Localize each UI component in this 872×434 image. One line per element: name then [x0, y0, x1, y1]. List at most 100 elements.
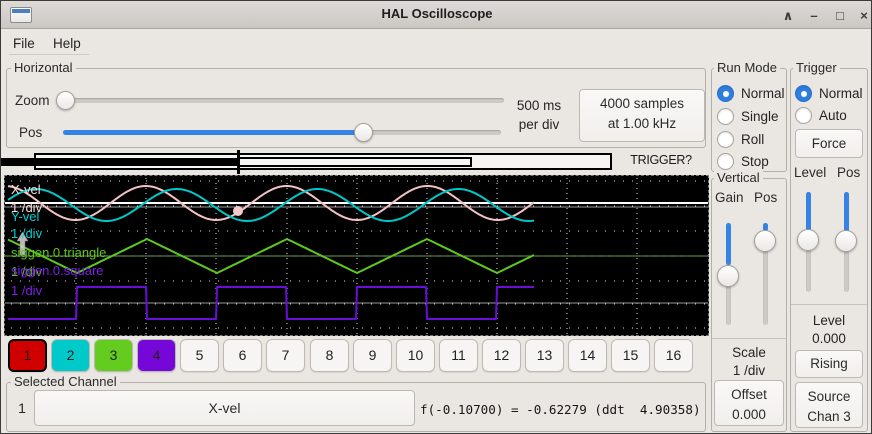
menu-divider	[9, 54, 89, 55]
channel-button-6[interactable]: 6	[223, 339, 262, 372]
radio-icon	[795, 107, 812, 124]
vertical-pos-fill	[763, 223, 768, 231]
channel-button-14[interactable]: 14	[568, 339, 607, 372]
offset-button[interactable]: Offset 0.000	[714, 380, 784, 426]
horizontal-pos-knob[interactable]	[354, 123, 373, 142]
channel-2-scale: 1 /div	[11, 226, 43, 241]
channel-button-2[interactable]: 2	[51, 339, 90, 372]
title-bar: HAL Oscilloscope ∧ – □ ×	[1, 1, 871, 29]
radio-icon	[717, 85, 734, 102]
run-mode-stop[interactable]: Stop	[717, 153, 769, 170]
trigger-source-button[interactable]: Source Chan 3	[795, 382, 863, 428]
menu-help[interactable]: Help	[53, 36, 81, 51]
trigger-title: Trigger	[793, 61, 840, 75]
channel-button-4[interactable]: 4	[137, 339, 176, 372]
trigger-level-value: 0.000	[812, 331, 846, 346]
radio-icon	[717, 131, 734, 148]
horizontal-panel	[6, 68, 706, 148]
channel-button-16[interactable]: 16	[654, 339, 693, 372]
trigger-auto[interactable]: Auto	[795, 107, 847, 124]
channel-button-8[interactable]: 8	[310, 339, 349, 372]
radio-icon	[717, 108, 734, 125]
trigger-pos-label: Pos	[837, 165, 861, 180]
run-mode-roll[interactable]: Roll	[717, 131, 764, 148]
run-mode-single[interactable]: Single	[717, 108, 779, 125]
channel-button-5[interactable]: 5	[180, 339, 219, 372]
zoom-label: Zoom	[15, 93, 50, 108]
horizontal-zoom-knob[interactable]	[56, 91, 75, 110]
channel-2-name: Y-vel	[11, 209, 40, 224]
horizontal-panel-title: Horizontal	[11, 61, 76, 75]
radio-icon	[795, 85, 812, 102]
trigger-level-caption: Level	[812, 313, 846, 328]
channel-button-9[interactable]: 9	[353, 339, 392, 372]
channel-4-scale: 1 /div	[11, 283, 43, 298]
vertical-title: Vertical	[714, 171, 763, 185]
channel-value-readout: f(-0.10700) = -0.62279 (ddt 4.90358)	[420, 402, 701, 417]
maximize-icon[interactable]: □	[836, 8, 844, 23]
channel-button-7[interactable]: 7	[266, 339, 305, 372]
trigger-position-tick	[237, 150, 240, 174]
run-mode-normal[interactable]: Normal	[717, 85, 785, 102]
close-icon[interactable]: ×	[860, 8, 868, 23]
selected-channel-name-button[interactable]: X-vel	[34, 390, 415, 426]
vertical-pos-knob[interactable]	[754, 230, 776, 252]
trigger-level-fill	[806, 192, 811, 240]
channel-button-3[interactable]: 3	[94, 339, 133, 372]
offset-value: 0.000	[732, 407, 766, 422]
trigger-normal[interactable]: Normal	[795, 85, 863, 102]
trigger-pos-knob[interactable]	[835, 230, 857, 252]
gain-knob[interactable]	[717, 265, 739, 287]
sample-rate-text: 500 ms per div	[507, 96, 571, 134]
channel-1-scale: 1 /div	[11, 200, 43, 215]
selected-channel-panel	[6, 382, 706, 432]
channel-button-1[interactable]: 1	[8, 339, 47, 372]
rate-line-1: 500 ms	[516, 98, 562, 113]
source-value: Chan 3	[807, 409, 851, 424]
samples-line-1: 4000 samples	[599, 96, 685, 111]
channel-4-name: siggen.0.square	[11, 263, 104, 278]
trigger-pos-fill	[844, 192, 849, 240]
scope-display[interactable]: X-vel 1 /div Y-vel 1 /div siggen.0.trian…	[4, 175, 709, 336]
horizontal-zoom-slider[interactable]	[57, 98, 504, 103]
vertical-pos-label: Pos	[754, 190, 778, 205]
run-mode-title: Run Mode	[714, 61, 780, 75]
vertical-pos-slider[interactable]	[763, 223, 768, 325]
channel-button-13[interactable]: 13	[525, 339, 564, 372]
channel-button-15[interactable]: 15	[611, 339, 650, 372]
scale-value: 1 /div	[732, 363, 766, 378]
channel-3-name: siggen.0.triangle	[11, 245, 107, 260]
scale-caption: Scale	[732, 345, 766, 360]
force-trigger-button[interactable]: Force	[795, 129, 863, 158]
trigger-divider	[791, 304, 867, 305]
offset-label: Offset	[731, 387, 767, 402]
menu-file[interactable]: File	[13, 36, 35, 51]
trigger-level-knob[interactable]	[797, 229, 819, 251]
scope-canvas[interactable]	[5, 176, 708, 335]
trigger-edge-button[interactable]: Rising	[795, 350, 863, 378]
samples-line-2: at 1.00 kHz	[607, 116, 677, 131]
trigger-status-label: TRIGGER?	[630, 153, 692, 167]
radio-icon	[717, 153, 734, 170]
trigger-level-label: Level	[794, 165, 827, 180]
gain-label: Gain	[715, 190, 744, 205]
window-icon	[10, 7, 32, 23]
shade-icon[interactable]: ∧	[782, 8, 794, 23]
pos-label: Pos	[19, 125, 43, 140]
channel-button-10[interactable]: 10	[396, 339, 435, 372]
selected-channel-title: Selected Channel	[11, 375, 120, 389]
channel-1-name: X-vel	[11, 182, 41, 197]
minimize-icon[interactable]: –	[810, 8, 818, 23]
view-window-outline	[238, 157, 472, 167]
gain-fill	[726, 223, 731, 265]
channel-button-11[interactable]: 11	[439, 339, 478, 372]
channel-button-12[interactable]: 12	[482, 339, 521, 372]
source-label: Source	[807, 389, 851, 404]
horizontal-pos-fill	[63, 130, 363, 135]
record-progress-bar	[1, 158, 239, 166]
selected-channel-number: 1	[18, 400, 26, 416]
channel-3-scale: 1 /div	[11, 264, 43, 279]
record-length-button[interactable]: 4000 samples at 1.00 kHz	[579, 89, 705, 142]
rate-line-2: per div	[518, 117, 560, 132]
